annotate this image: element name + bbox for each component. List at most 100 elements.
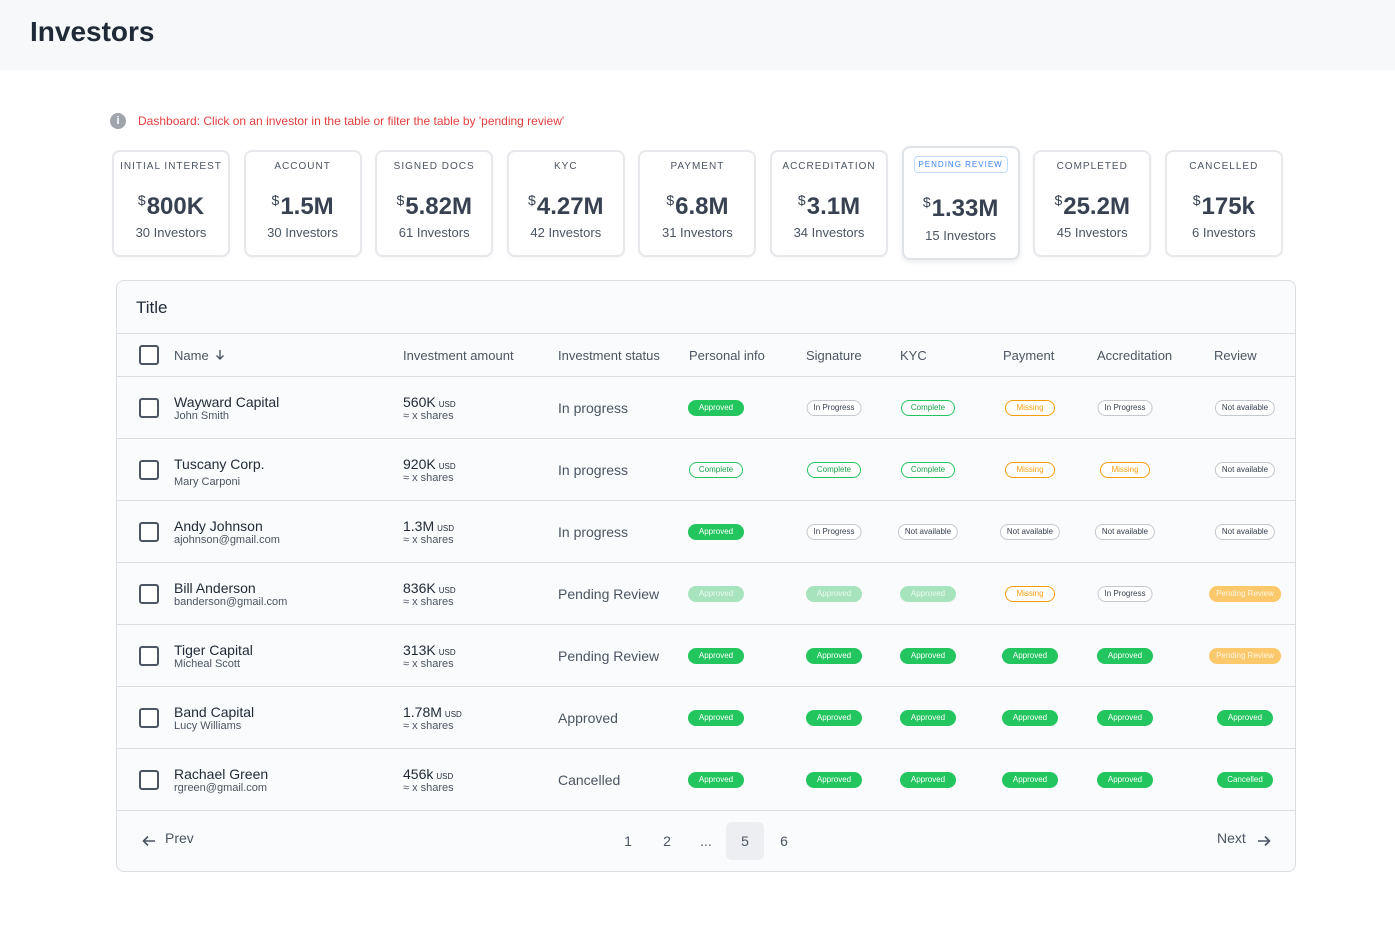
status-badge: Not available (999, 524, 1061, 540)
page-number[interactable]: 1 (624, 833, 632, 849)
status-badge: Approved (1097, 648, 1153, 664)
next-arrow[interactable] (1257, 835, 1271, 847)
shares: ≈ x shares (403, 410, 454, 422)
currency-symbol: $ (396, 192, 405, 208)
status-badge: Cancelled (1217, 772, 1273, 788)
status-badge: Approved (806, 586, 862, 602)
column-header[interactable]: Name (174, 348, 209, 363)
table-row[interactable]: Tuscany Corp. Mary Carponi 920K USD ≈ x shar… (117, 439, 1295, 501)
stage-amount-line: $5.82M (377, 192, 491, 221)
stage-investors: 31 Investors (661, 225, 733, 240)
investment-status: Pending Review (558, 586, 660, 602)
sort-icon[interactable] (215, 349, 225, 361)
investment-status: Approved (558, 710, 618, 726)
row-checkbox[interactable] (139, 646, 159, 666)
stage-amount: 800K (146, 193, 205, 220)
status-badge: Complete (901, 400, 955, 416)
stage-card[interactable]: INITIAL INTEREST $800K 30 Investors (112, 150, 230, 257)
page-number[interactable]: 6 (780, 833, 788, 849)
stage-card[interactable]: KYC $4.27M 42 Investors (506, 150, 625, 257)
amount-line: 836K USD (403, 580, 456, 598)
row-checkbox[interactable] (139, 398, 159, 418)
stage-amount: 1.5M (280, 193, 334, 220)
column-header: Signature (806, 348, 862, 363)
stage-amount-line: $25.2M (1035, 192, 1149, 221)
amount-line: 920K USD (403, 456, 456, 474)
table-row[interactable]: Rachael Green rgreen@gmail.com 456k USD ≈ x … (117, 749, 1295, 811)
investment-status: In progress (558, 462, 629, 478)
investor-name: Tiger Capital (174, 642, 253, 658)
status-badge: Approved (806, 710, 862, 726)
status-badge: Complete (807, 462, 861, 478)
row-checkbox[interactable] (139, 708, 159, 728)
stage-card[interactable]: SIGNED DOCS $5.82M 61 Investors (375, 150, 494, 257)
status-badge: In Progress (1097, 586, 1153, 602)
stage-investors: 45 Investors (1056, 225, 1128, 240)
column-header: Investment amount (403, 348, 514, 363)
status-badge: Approved (900, 586, 956, 602)
stage-card[interactable]: ACCOUNT $1.5M 30 Investors (243, 150, 362, 257)
stage-label: PENDING REVIEW (913, 156, 1008, 173)
stage-amount: 3.1M (806, 193, 861, 220)
table-title: Title (136, 298, 168, 317)
table-row[interactable]: Wayward Capital John Smith 560K USD ≈ x shar… (117, 377, 1295, 439)
currency: USD (437, 524, 455, 533)
currency-symbol: $ (528, 192, 536, 208)
row-checkbox[interactable] (139, 770, 159, 790)
amount-line: 313K USD (403, 642, 456, 660)
currency-symbol: $ (137, 192, 146, 208)
divider (117, 376, 1295, 377)
table-row[interactable]: Andy Johnson ajohnson@gmail.com 1.3M USD ≈ x… (117, 501, 1295, 563)
status-badge: Not available (897, 524, 959, 540)
stage-amount-line: $1.33M (904, 194, 1018, 223)
row-checkbox[interactable] (139, 584, 159, 604)
investor-contact: Lucy Williams (174, 720, 242, 732)
stage-card[interactable]: CANCELLED $175k 6 Investors (1164, 150, 1283, 257)
status-badge: In Progress (806, 524, 862, 540)
status-badge: Approved (900, 710, 956, 726)
row-divider (117, 748, 1295, 749)
column-header: Accreditation (1097, 348, 1173, 363)
prev-arrow[interactable] (142, 835, 156, 847)
currency-symbol: $ (271, 192, 280, 208)
investment-amount: 560K (403, 394, 436, 410)
stage-amount-line: $800K (114, 192, 228, 221)
status-badge: Approved (688, 524, 744, 540)
stage-amount: 4.27M (536, 193, 604, 220)
stage-card[interactable]: COMPLETED $25.2M 45 Investors (1033, 150, 1152, 257)
stage-label: COMPLETED (1056, 161, 1128, 172)
page-number[interactable]: ... (700, 833, 712, 849)
table-row[interactable]: Band Capital Lucy Williams 1.78M USD ≈ x sha… (117, 687, 1295, 749)
currency-symbol: $ (797, 192, 806, 208)
currency: USD (438, 462, 456, 471)
investor-name: Andy Johnson (174, 518, 263, 534)
table-row[interactable]: Tiger Capital Micheal Scott 313K USD ≈ x sha… (117, 625, 1295, 687)
select-all-checkbox[interactable] (139, 345, 159, 365)
shares: ≈ x shares (403, 534, 454, 546)
row-checkbox[interactable] (139, 460, 159, 480)
divider (117, 333, 1295, 334)
row-checkbox[interactable] (139, 522, 159, 542)
column-header: Payment (1003, 348, 1055, 363)
amount-line: 1.78M USD (403, 704, 462, 722)
stage-card[interactable]: PENDING REVIEW $1.33M 15 Investors (901, 146, 1020, 260)
status-badge: Missing (1100, 462, 1150, 478)
divider (117, 810, 1295, 811)
currency: USD (438, 586, 456, 595)
status-badge: Complete (901, 462, 955, 478)
investment-amount: 313K (403, 642, 436, 658)
page-number[interactable]: 2 (663, 833, 671, 849)
investor-name: Band Capital (174, 704, 255, 720)
next-button[interactable]: Next (1217, 830, 1246, 846)
currency: USD (444, 710, 462, 719)
status-badge: Approved (1217, 710, 1273, 726)
currency: USD (438, 648, 456, 657)
table-row[interactable]: Bill Anderson banderson@gmail.com 836K USD ≈… (117, 563, 1295, 625)
stage-card[interactable]: ACCREDITATION $3.1M 34 Investors (770, 150, 888, 257)
column-header: Review (1214, 348, 1257, 363)
stage-card[interactable]: PAYMENT $6.8M 31 Investors (638, 150, 757, 257)
status-badge: Approved (1097, 772, 1153, 788)
prev-button[interactable]: Prev (165, 830, 194, 846)
page-number[interactable]: 5 (726, 822, 764, 860)
status-badge: Approved (806, 772, 862, 788)
